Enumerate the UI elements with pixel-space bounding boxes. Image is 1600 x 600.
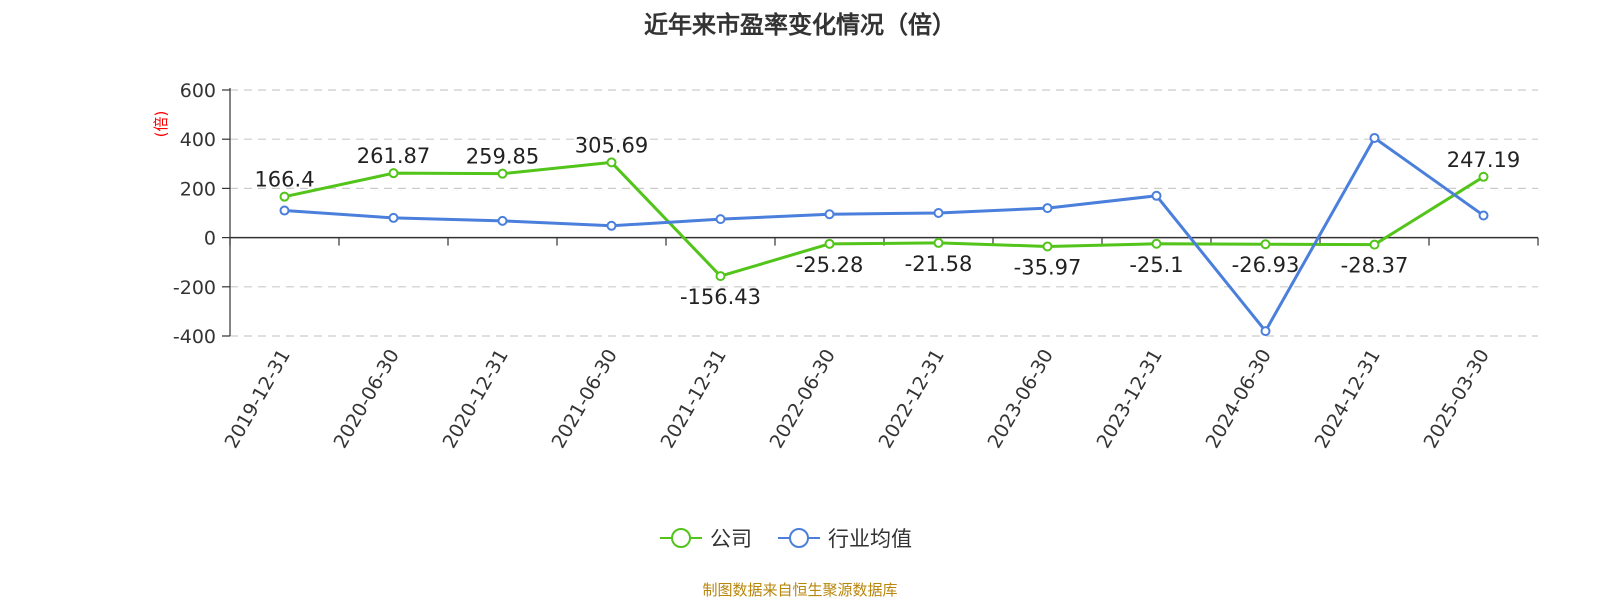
- data-label: 247.19: [1447, 148, 1520, 172]
- legend-label: 公司: [710, 527, 752, 551]
- data-point: [279, 191, 290, 202]
- legend[interactable]: 公司 行业均值: [660, 527, 912, 551]
- data-labels: 166.4 261.87 259.85 305.69 -156.43 -25.28 -21.…: [254, 133, 1520, 309]
- x-tick-label: 2019-12-31: [221, 346, 295, 453]
- data-point: [279, 205, 290, 216]
- data-point: [715, 271, 726, 282]
- y-tick-label: 200: [180, 178, 216, 200]
- data-point: [1478, 171, 1489, 182]
- y-tick-label: 600: [180, 80, 216, 102]
- data-label: -21.58: [905, 252, 973, 276]
- y-tick-label: 0: [204, 228, 216, 250]
- data-label: -35.97: [1014, 255, 1082, 279]
- x-tick-label: 2023-12-31: [1093, 346, 1167, 453]
- y-tick-label: -400: [173, 326, 216, 348]
- x-tick-label: 2020-12-31: [439, 346, 513, 453]
- data-point: [1369, 132, 1380, 143]
- x-tick-label: 2023-06-30: [984, 346, 1058, 453]
- x-tick-label: 2024-06-30: [1202, 346, 1276, 453]
- data-point: [388, 168, 399, 179]
- series-line-company: [284, 160, 1485, 278]
- data-point: [715, 214, 726, 225]
- data-point: [933, 208, 944, 218]
- data-point: [497, 168, 508, 179]
- y-tick-label: -200: [173, 277, 216, 299]
- data-point: [1478, 210, 1489, 221]
- grid-lines: [230, 89, 1538, 337]
- chart-title: 近年来市盈率变化情况（倍）: [644, 11, 956, 39]
- data-point: [606, 157, 617, 168]
- data-label: -156.43: [680, 285, 761, 309]
- x-tick-label: 2020-06-30: [330, 346, 404, 453]
- legend-label: 行业均值: [828, 527, 912, 551]
- data-label: 261.87: [357, 144, 430, 168]
- data-point: [1151, 238, 1162, 249]
- data-label: 166.4: [254, 168, 314, 192]
- legend-marker-icon: [789, 528, 809, 548]
- data-point: [1260, 239, 1271, 250]
- data-point: [1042, 203, 1053, 214]
- x-tick-label: 2021-06-30: [548, 346, 622, 453]
- legend-marker-icon: [671, 528, 691, 548]
- data-label: -28.37: [1341, 254, 1409, 278]
- x-tick-label: 2025-03-30: [1420, 346, 1494, 453]
- data-point: [933, 237, 944, 248]
- data-label: -25.28: [796, 253, 864, 277]
- data-point: [1042, 241, 1053, 252]
- series-lines: [279, 132, 1489, 337]
- data-point: [1151, 190, 1162, 201]
- data-point: [497, 215, 508, 226]
- x-tick-label: 2022-12-31: [875, 346, 949, 453]
- data-point: [1369, 239, 1380, 250]
- x-tick-label: 2024-12-31: [1311, 346, 1385, 453]
- data-point: [388, 212, 399, 223]
- data-label: -25.1: [1129, 253, 1183, 277]
- data-label: 305.69: [575, 133, 648, 157]
- series-line-industry-average: [284, 136, 1485, 333]
- y-tick-label: 400: [180, 129, 216, 151]
- x-tick-label: 2021-12-31: [657, 346, 731, 453]
- data-point: [824, 238, 835, 249]
- legend-item-industry-average[interactable]: 行业均值: [778, 527, 912, 551]
- data-point: [1260, 326, 1271, 337]
- legend-item-company[interactable]: 公司: [660, 527, 752, 551]
- data-point: [606, 220, 617, 231]
- source-note: 制图数据来自恒生聚源数据库: [702, 581, 898, 599]
- x-tick-label: 2022-06-30: [766, 346, 840, 453]
- data-label: -26.93: [1232, 253, 1300, 277]
- data-label: 259.85: [466, 145, 539, 169]
- data-point: [824, 209, 835, 220]
- y-axis-unit-label: (倍): [152, 111, 170, 138]
